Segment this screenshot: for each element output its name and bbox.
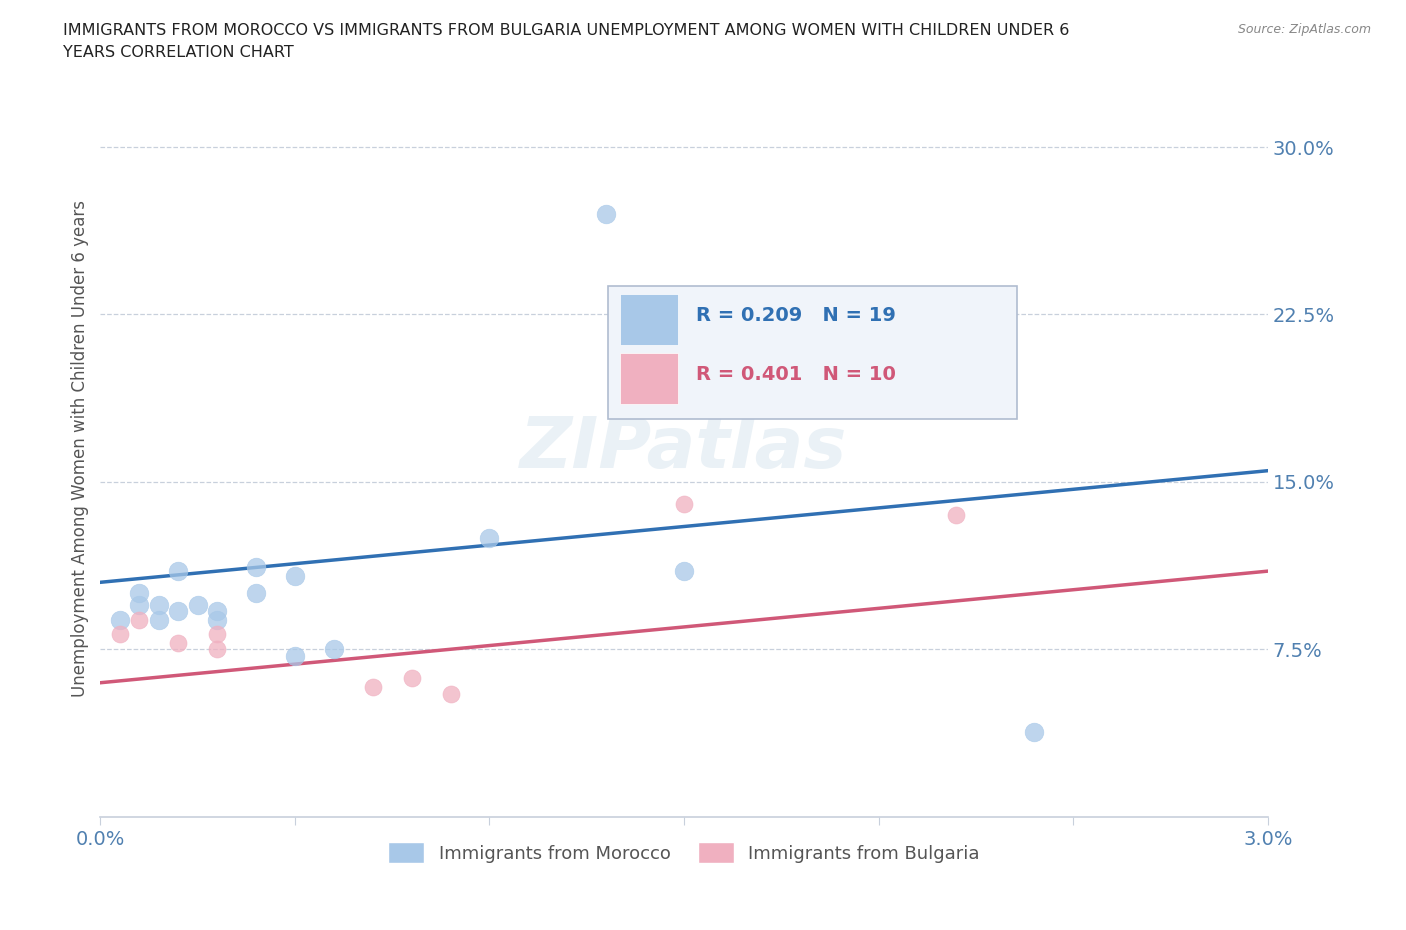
Point bbox=[595, 206, 617, 221]
Point bbox=[148, 597, 170, 612]
Point bbox=[1024, 724, 1046, 739]
Point bbox=[945, 508, 967, 523]
Point bbox=[245, 559, 267, 574]
Text: R = 0.209   N = 19: R = 0.209 N = 19 bbox=[696, 306, 896, 326]
Text: R = 0.401   N = 10: R = 0.401 N = 10 bbox=[696, 365, 896, 384]
Point bbox=[361, 680, 384, 695]
Point bbox=[284, 568, 307, 583]
Point bbox=[322, 642, 344, 657]
Point bbox=[108, 626, 131, 641]
Point bbox=[187, 597, 209, 612]
Point bbox=[148, 613, 170, 628]
Point bbox=[128, 597, 150, 612]
Y-axis label: Unemployment Among Women with Children Under 6 years: Unemployment Among Women with Children U… bbox=[72, 200, 89, 697]
Point bbox=[439, 686, 461, 701]
Point bbox=[205, 626, 228, 641]
Legend: Immigrants from Morocco, Immigrants from Bulgaria: Immigrants from Morocco, Immigrants from… bbox=[381, 835, 987, 870]
FancyBboxPatch shape bbox=[609, 286, 1017, 418]
FancyBboxPatch shape bbox=[620, 352, 678, 405]
Point bbox=[167, 604, 190, 618]
Point bbox=[205, 642, 228, 657]
FancyBboxPatch shape bbox=[620, 294, 678, 345]
Point bbox=[245, 586, 267, 601]
Point bbox=[284, 648, 307, 663]
Text: YEARS CORRELATION CHART: YEARS CORRELATION CHART bbox=[63, 45, 294, 60]
Point bbox=[673, 497, 696, 512]
Point bbox=[128, 586, 150, 601]
Text: IMMIGRANTS FROM MOROCCO VS IMMIGRANTS FROM BULGARIA UNEMPLOYMENT AMONG WOMEN WIT: IMMIGRANTS FROM MOROCCO VS IMMIGRANTS FR… bbox=[63, 23, 1070, 38]
Point bbox=[108, 613, 131, 628]
Text: Source: ZipAtlas.com: Source: ZipAtlas.com bbox=[1237, 23, 1371, 36]
Text: ZIPatlas: ZIPatlas bbox=[520, 414, 848, 483]
Point bbox=[167, 635, 190, 650]
Point bbox=[205, 604, 228, 618]
Point bbox=[401, 671, 423, 685]
Point bbox=[167, 564, 190, 578]
Point bbox=[128, 613, 150, 628]
Point bbox=[478, 530, 501, 545]
Point bbox=[673, 564, 696, 578]
Point bbox=[205, 613, 228, 628]
